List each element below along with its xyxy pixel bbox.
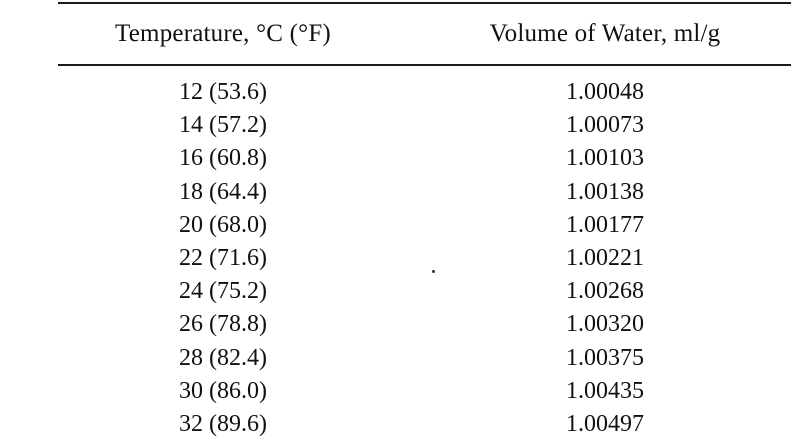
table-row: 26 (78.8) 1.00320 bbox=[0, 308, 795, 341]
temperature-cell: 18 (64.4) bbox=[179, 178, 267, 205]
table-top-rule bbox=[58, 2, 791, 4]
temperature-cell: 20 (68.0) bbox=[179, 211, 267, 238]
table-row: 12 (53.6) 1.00048 bbox=[0, 76, 795, 109]
volume-column-header: Volume of Water, ml/g bbox=[489, 20, 721, 47]
temperature-cell: 24 (75.2) bbox=[179, 278, 267, 305]
temperature-cell: 16 (60.8) bbox=[179, 145, 267, 172]
volume-cell: 1.00138 bbox=[566, 178, 644, 205]
table-row: 30 (86.0) 1.00435 bbox=[0, 375, 795, 408]
temperature-cell: 28 (82.4) bbox=[179, 344, 267, 371]
header-bottom-rule bbox=[58, 64, 791, 66]
temperature-cell: 14 (57.2) bbox=[179, 112, 267, 139]
temperature-cell: 26 (78.8) bbox=[179, 311, 267, 338]
table-row: 18 (64.4) 1.00138 bbox=[0, 176, 795, 209]
temperature-cell: 32 (89.6) bbox=[179, 410, 267, 437]
volume-cell: 1.00375 bbox=[566, 344, 644, 371]
volume-cell: 1.00073 bbox=[566, 112, 644, 139]
temperature-cell: 12 (53.6) bbox=[179, 79, 267, 105]
volume-cell: 1.00103 bbox=[566, 145, 644, 172]
volume-cell: 1.00268 bbox=[566, 278, 644, 305]
table-header-row: Temperature, °C (°F) Volume of Water, ml… bbox=[0, 14, 795, 54]
table-row: 20 (68.0) 1.00177 bbox=[0, 209, 795, 242]
table-row: 28 (82.4) 1.00375 bbox=[0, 342, 795, 375]
temperature-cell: 30 (86.0) bbox=[179, 377, 267, 404]
table-row: 32 (89.6) 1.00497 bbox=[0, 408, 795, 441]
table-row: 22 (71.6) 1.00221 bbox=[0, 242, 795, 275]
volume-cell: 1.00221 bbox=[566, 244, 644, 271]
volume-cell: 1.00497 bbox=[566, 410, 644, 437]
table-row: 24 (75.2) 1.00268 bbox=[0, 275, 795, 308]
temperature-cell: 22 (71.6) bbox=[179, 244, 267, 271]
table-row: 16 (60.8) 1.00103 bbox=[0, 142, 795, 175]
table-row: 14 (57.2) 1.00073 bbox=[0, 109, 795, 142]
scan-speck bbox=[432, 270, 435, 273]
temperature-column-header: Temperature, °C (°F) bbox=[115, 20, 331, 47]
table-body: 12 (53.6) 1.00048 14 (57.2) 1.00073 16 (… bbox=[0, 76, 795, 441]
volume-cell: 1.00177 bbox=[566, 211, 644, 238]
volume-cell: 1.00320 bbox=[566, 311, 644, 338]
volume-cell: 1.00435 bbox=[566, 377, 644, 404]
volume-cell: 1.00048 bbox=[566, 79, 644, 105]
